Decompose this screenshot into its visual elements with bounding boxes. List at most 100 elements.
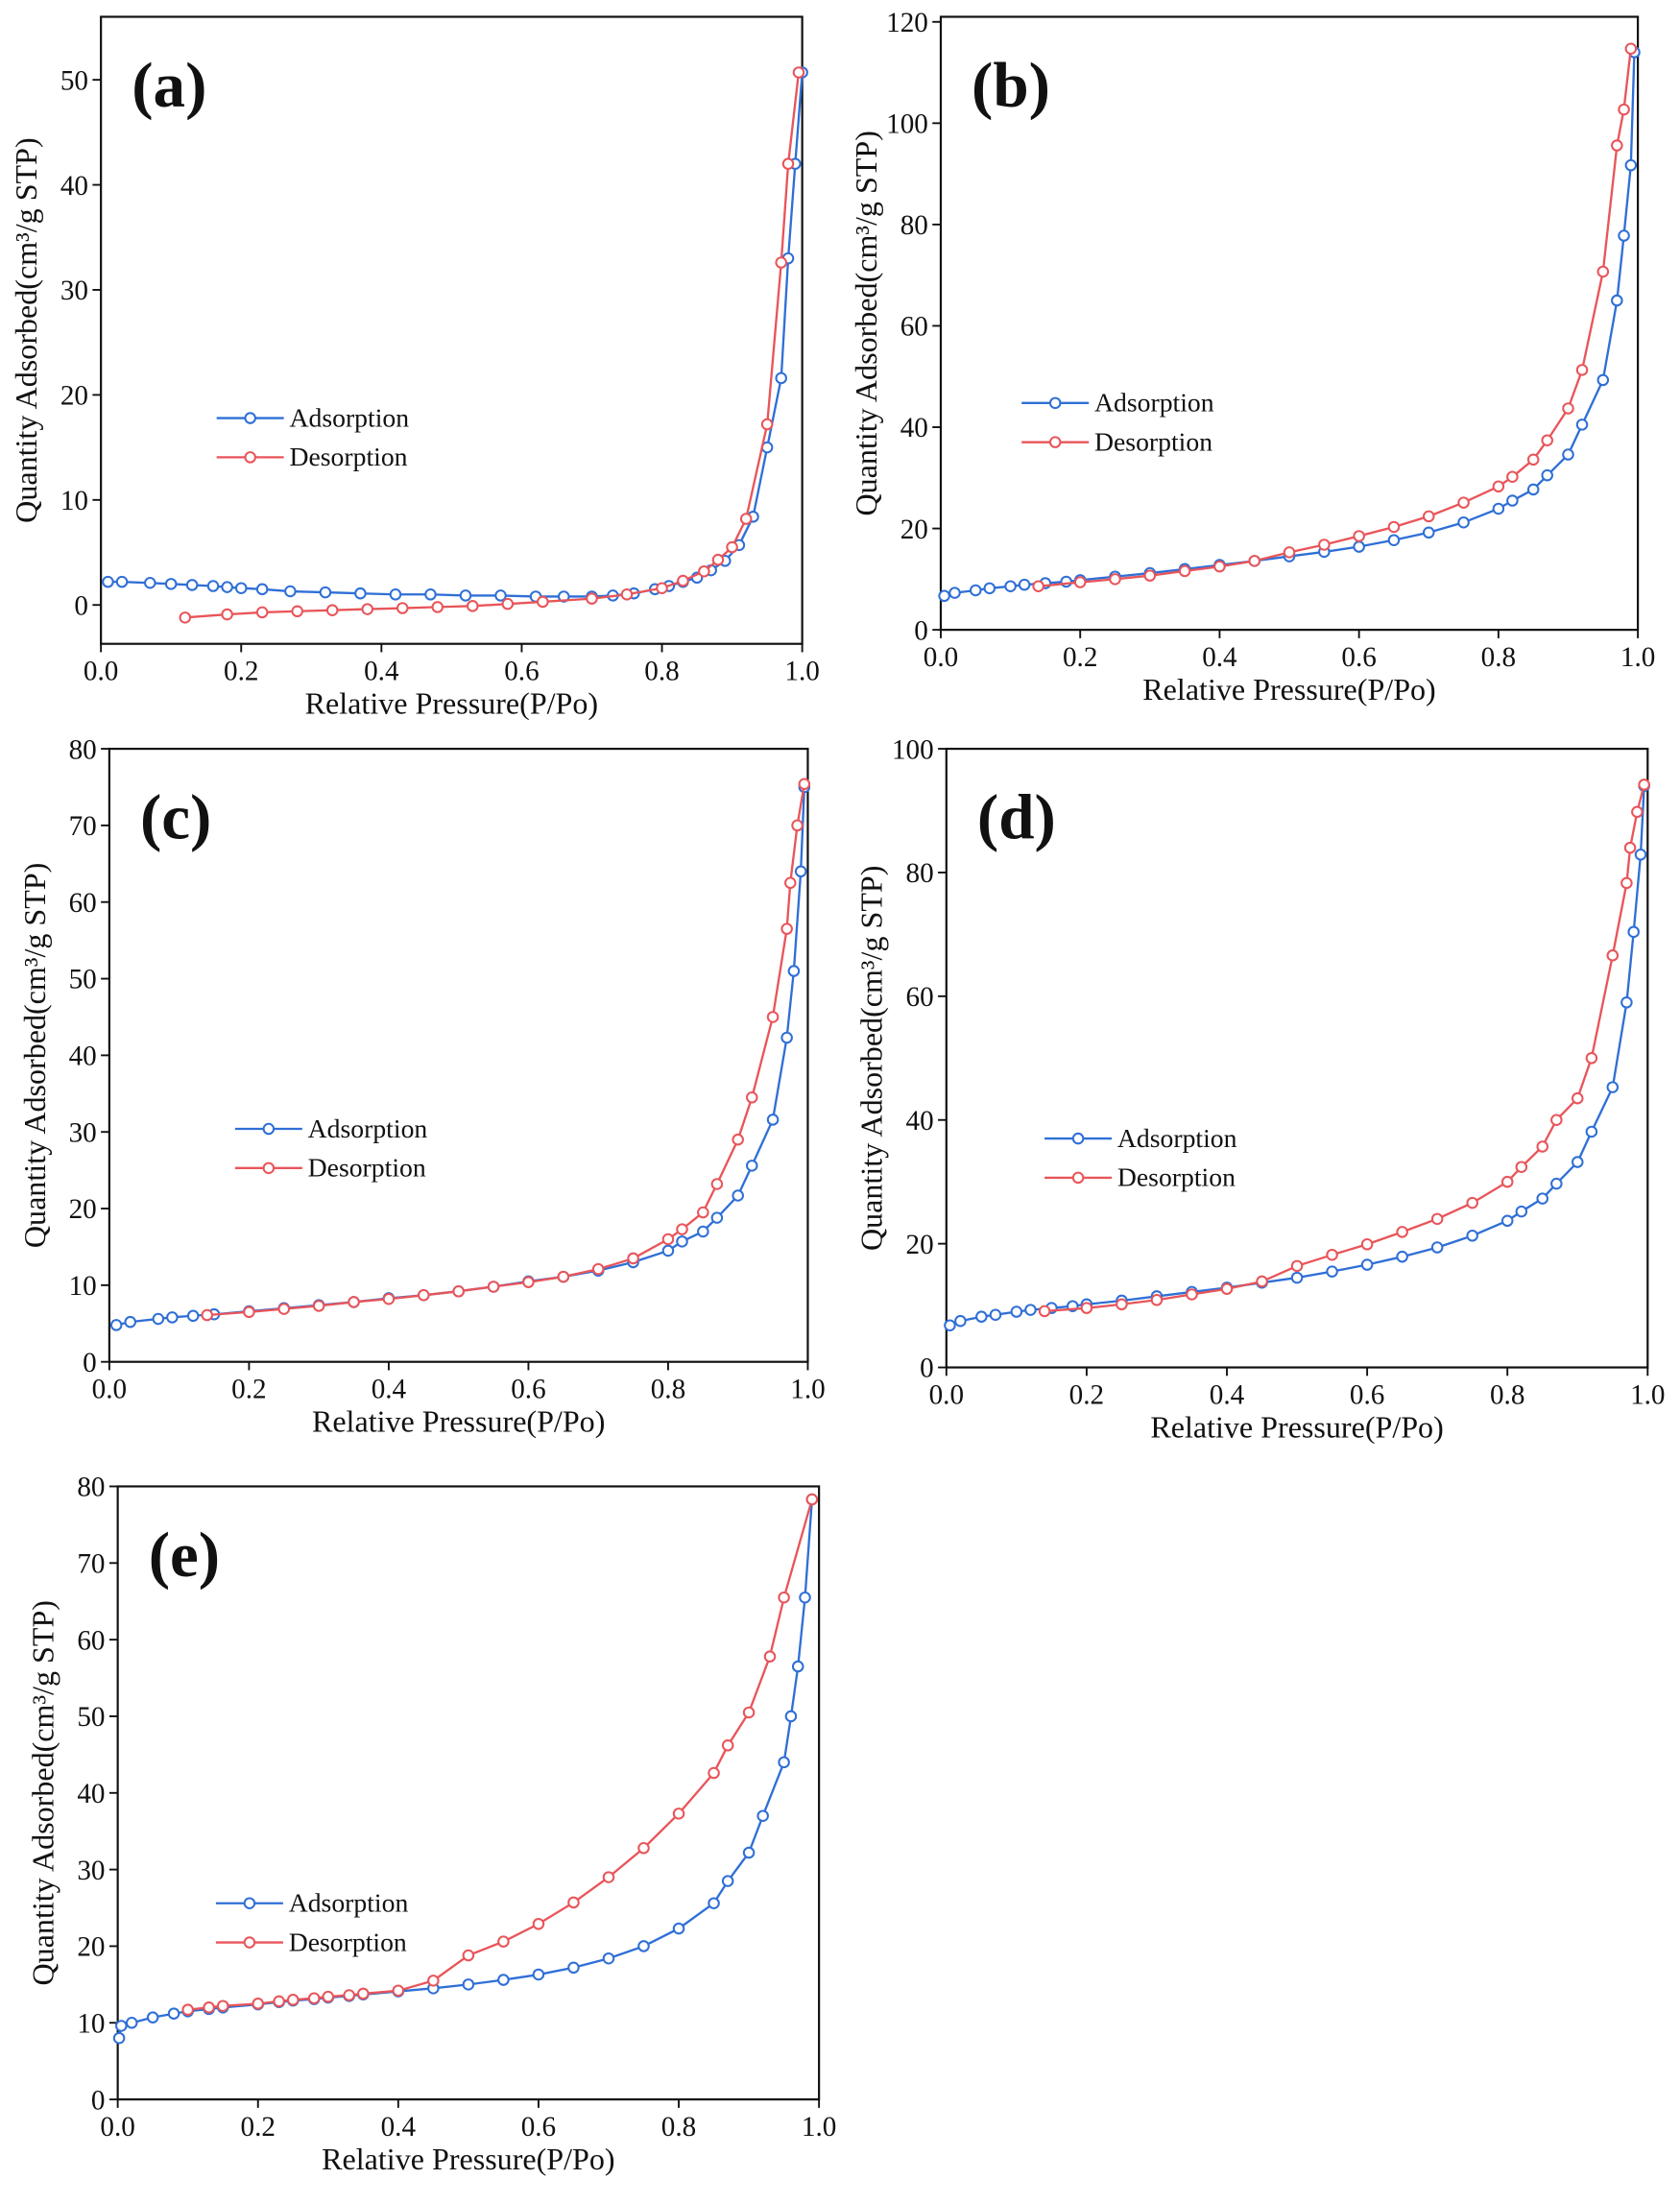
data-point	[784, 876, 797, 890]
x-axis-label: Relative Pressure(P/Po)	[312, 1404, 605, 1439]
data-point	[146, 2011, 159, 2023]
legend-label: Adsorption	[289, 1887, 409, 1917]
y-tick-label: 60	[906, 982, 934, 1013]
legend-marker	[1071, 1132, 1085, 1145]
data-point	[102, 575, 114, 588]
y-tick-label: 10	[69, 1271, 97, 1302]
y-tick-label: 80	[69, 734, 97, 765]
x-tick-label: 0.2	[1069, 1379, 1104, 1410]
y-axis-label: Quantity Adsorbed(cm³/g STP)	[9, 137, 43, 522]
x-axis-label: Relative Pressure(P/Po)	[305, 686, 598, 721]
data-point	[656, 582, 668, 594]
x-tick-label: 0.0	[84, 657, 118, 687]
data-point	[697, 1225, 709, 1238]
data-point	[775, 371, 787, 385]
data-point	[1611, 139, 1623, 152]
plot-frame	[100, 15, 804, 645]
x-axis-label: Relative Pressure(P/Po)	[1142, 672, 1435, 706]
x-tick-label: 0.8	[1490, 1379, 1524, 1410]
data-point	[778, 1756, 790, 1769]
x-tick-label: 0.6	[1350, 1379, 1384, 1410]
data-point	[591, 1262, 605, 1276]
x-tick-label: 0.2	[231, 1375, 266, 1405]
data-point	[954, 1314, 967, 1328]
data-point	[1290, 1259, 1304, 1273]
x-tick-label: 1.0	[790, 1375, 825, 1405]
data-point	[805, 1493, 819, 1506]
data-point	[1387, 520, 1401, 534]
data-point	[1596, 373, 1610, 387]
data-point	[396, 602, 409, 614]
data-point	[1186, 1288, 1198, 1301]
data-point	[462, 1978, 475, 1991]
data-point	[1515, 1161, 1528, 1173]
data-point	[1248, 555, 1261, 567]
data-point	[459, 589, 472, 602]
data-point	[938, 589, 950, 603]
data-point	[494, 589, 507, 602]
data-point	[1290, 1271, 1304, 1284]
y-tick-label: 40	[77, 1779, 105, 1809]
data-point	[216, 1999, 229, 2012]
data-point	[1396, 1250, 1408, 1263]
series-line	[115, 786, 805, 1327]
x-tick-label: 0.6	[504, 657, 539, 687]
y-tick-label: 40	[906, 1106, 934, 1137]
data-point	[620, 588, 634, 601]
legend-marker	[243, 1936, 256, 1949]
data-point	[602, 1952, 615, 1965]
data-point	[1596, 265, 1610, 278]
y-tick-label: 80	[906, 858, 934, 889]
x-tick-label: 0.0	[92, 1375, 127, 1405]
data-point	[1143, 569, 1157, 582]
data-point	[794, 865, 807, 878]
data-point	[676, 1235, 688, 1248]
data-point	[255, 583, 269, 596]
y-tick-label: 50	[69, 965, 97, 995]
x-tick-label: 1.0	[1630, 1379, 1665, 1410]
data-point	[1500, 1214, 1514, 1228]
y-tick-label: 70	[77, 1549, 105, 1580]
data-point	[791, 1660, 804, 1673]
legend-label: Desorption	[1094, 426, 1212, 456]
data-point	[726, 540, 738, 554]
data-point	[532, 1918, 545, 1930]
legend-label: Adsorption	[289, 402, 409, 432]
data-point	[1326, 1248, 1338, 1261]
data-point	[637, 1841, 650, 1855]
data-point	[627, 1252, 639, 1265]
panel: 0.0 0.2 0.4 0.6 0.8 1.0 0 20 40 60 80 100 Relative P…	[854, 734, 1666, 1444]
x-tick-label: 0.0	[100, 2112, 134, 2143]
data-point	[697, 1206, 709, 1219]
data-point	[467, 600, 479, 612]
legend-marker	[262, 1161, 276, 1175]
data-point	[418, 1288, 430, 1302]
x-tick-label: 1.0	[784, 657, 819, 687]
x-tick-label: 0.8	[644, 657, 679, 687]
x-tick-label: 0.8	[661, 2112, 696, 2143]
data-point	[710, 1211, 724, 1224]
legend-marker	[244, 412, 256, 424]
data-point	[1430, 1241, 1444, 1254]
x-tick-label: 1.0	[802, 2112, 836, 2143]
legend-label: Adsorption	[1117, 1123, 1237, 1153]
data-point	[164, 578, 178, 590]
data-point	[1116, 1298, 1128, 1311]
data-point	[745, 1160, 758, 1172]
y-tick-label: 30	[69, 1117, 97, 1148]
data-point	[970, 584, 982, 597]
data-point	[522, 1276, 535, 1288]
data-point	[661, 1244, 675, 1257]
legend-label: Desorption	[308, 1153, 426, 1183]
legend-marker	[262, 1122, 276, 1136]
data-point	[732, 1133, 744, 1146]
y-tick-label: 10	[77, 2008, 105, 2039]
y-tick-label: 60	[77, 1625, 105, 1656]
data-point	[1010, 1305, 1023, 1318]
panel: 0.0 0.2 0.4 0.6 0.8 1.0 0 10 20 30 40 50 60 70 80 Relat…	[17, 734, 826, 1438]
data-point	[348, 1296, 360, 1308]
data-point	[1073, 576, 1087, 588]
data-point	[1060, 575, 1072, 588]
data-point	[109, 1319, 123, 1331]
